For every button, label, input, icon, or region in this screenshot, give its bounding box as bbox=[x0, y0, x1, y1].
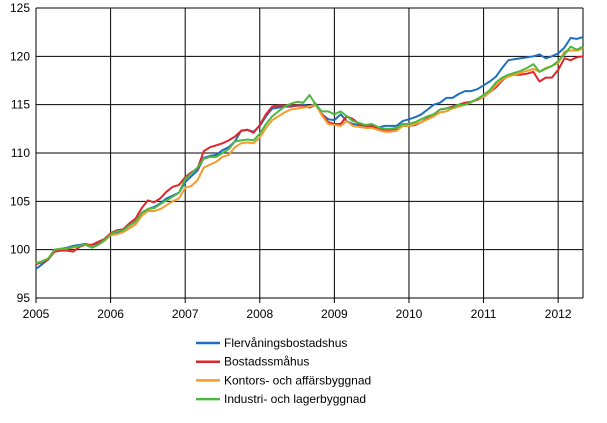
y-tick-label: 125 bbox=[10, 1, 30, 15]
y-tick-label: 100 bbox=[10, 243, 30, 257]
legend-label: Flervåningsbostadshus bbox=[224, 336, 347, 350]
y-tick-label: 105 bbox=[10, 194, 30, 208]
y-tick-label: 120 bbox=[10, 49, 30, 63]
x-tick-label: 2012 bbox=[545, 307, 572, 321]
x-tick-label: 2006 bbox=[97, 307, 124, 321]
x-tick-label: 2009 bbox=[321, 307, 348, 321]
x-tick-label: 2010 bbox=[396, 307, 423, 321]
y-tick-label: 110 bbox=[11, 146, 30, 160]
series-line-2 bbox=[35, 47, 584, 265]
legend-label: Bostadssmåhus bbox=[224, 355, 309, 369]
x-tick-label: 2008 bbox=[246, 307, 273, 321]
y-tick-label: 95 bbox=[17, 291, 31, 305]
legend-label: Kontors- och affärsbyggnad bbox=[224, 373, 371, 387]
x-tick-label: 2005 bbox=[23, 307, 50, 321]
y-tick-label: 115 bbox=[11, 98, 30, 112]
legend-label: Industri- och lagerbyggnad bbox=[224, 392, 366, 406]
series-line-3 bbox=[35, 45, 584, 265]
x-tick-label: 2011 bbox=[471, 307, 497, 321]
x-tick-label: 2007 bbox=[172, 307, 199, 321]
